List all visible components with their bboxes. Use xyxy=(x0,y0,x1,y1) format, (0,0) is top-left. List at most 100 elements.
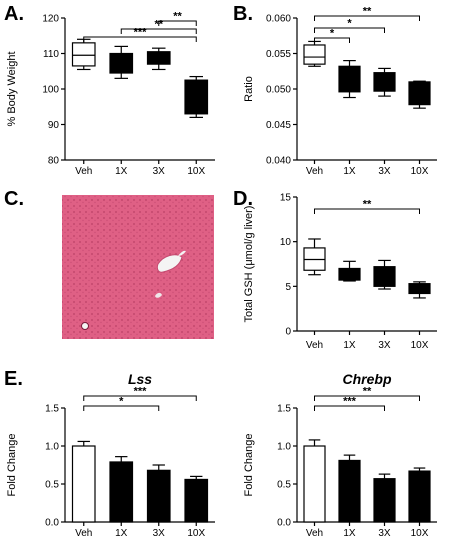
x-tick-label: 10X xyxy=(187,166,205,177)
significance-bracket xyxy=(158,20,197,26)
bar xyxy=(184,478,209,523)
y-tick-label: 1.5 xyxy=(45,404,59,415)
y-tick-label: 0.050 xyxy=(266,85,291,96)
panel-label-b: B. xyxy=(233,3,253,25)
y-axis-label: Total GSH (μmol/g liver) xyxy=(243,206,255,323)
y-tick-label: 120 xyxy=(42,14,59,25)
x-tick-label: 1X xyxy=(115,528,128,539)
significance-bracket xyxy=(314,395,420,401)
significance-bracket xyxy=(83,405,160,411)
y-tick-label: 5 xyxy=(285,282,291,293)
x-tick-label: 1X xyxy=(343,166,356,177)
x-tick-label: Veh xyxy=(306,340,323,351)
y-tick-label: 0.045 xyxy=(266,120,291,131)
x-tick-label: Veh xyxy=(306,528,323,539)
box xyxy=(303,44,326,65)
significance-label: *** xyxy=(134,386,148,398)
box xyxy=(408,81,431,106)
x-tick-label: 10X xyxy=(411,166,429,177)
significance-label: *** xyxy=(343,396,357,408)
panel-label-d: D. xyxy=(233,188,253,210)
significance-label: ** xyxy=(363,386,372,398)
significance-bracket xyxy=(314,208,420,214)
x-tick-label: 3X xyxy=(153,528,166,539)
y-tick-label: 1.0 xyxy=(45,442,59,453)
significance-label: * xyxy=(119,396,124,408)
x-tick-label: 1X xyxy=(343,340,356,351)
x-tick-label: 10X xyxy=(411,528,429,539)
significance-label: ** xyxy=(363,6,372,18)
significance-bracket xyxy=(314,15,420,21)
box xyxy=(146,51,171,65)
x-tick-label: 1X xyxy=(343,528,356,539)
x-tick-label: Veh xyxy=(75,166,92,177)
bar xyxy=(408,470,431,523)
x-tick-label: Veh xyxy=(75,528,92,539)
x-tick-label: 3X xyxy=(153,166,166,177)
significance-label: * xyxy=(330,28,335,40)
x-tick-label: 3X xyxy=(378,340,391,351)
y-tick-label: 0.060 xyxy=(266,14,291,25)
significance-bracket xyxy=(120,28,197,34)
y-tick-label: 0.040 xyxy=(266,156,291,167)
y-tick-label: 0 xyxy=(285,327,291,338)
significance-bracket xyxy=(314,405,385,411)
y-axis-label: % Body Weight xyxy=(6,51,18,126)
significance-bracket xyxy=(83,395,197,401)
chart-title: Chrebp xyxy=(343,371,392,387)
x-tick-label: 1X xyxy=(115,166,128,177)
bar xyxy=(71,445,96,523)
chart-ratio: 0.040 0.045 0.050 0.055 0.060 Ratio Veh 1X 3X 10X… xyxy=(243,6,437,177)
y-axis-label: Ratio xyxy=(243,76,255,102)
y-tick-label: 0.055 xyxy=(266,49,291,60)
panel-label-c: C. xyxy=(4,188,24,210)
x-tick-label: 3X xyxy=(378,166,391,177)
chart-title: Lss xyxy=(128,371,152,387)
box xyxy=(184,79,209,115)
bar xyxy=(146,469,171,523)
bar xyxy=(109,461,134,523)
y-tick-label: 1.5 xyxy=(277,404,291,415)
y-axis-label: Fold Change xyxy=(6,434,18,497)
box xyxy=(408,283,431,295)
x-tick-label: 3X xyxy=(378,528,391,539)
bar xyxy=(373,478,396,523)
y-tick-label: 100 xyxy=(42,85,59,96)
y-tick-label: 80 xyxy=(48,156,60,167)
y-tick-label: 0.5 xyxy=(277,480,291,491)
significance-label: ** xyxy=(173,11,182,23)
significance-label: ** xyxy=(363,199,372,211)
y-tick-label: 110 xyxy=(43,49,59,60)
box xyxy=(338,267,361,281)
y-tick-label: 1.0 xyxy=(277,442,291,453)
y-tick-label: 10 xyxy=(280,237,292,248)
y-tick-label: 0.0 xyxy=(45,518,59,529)
significance-bracket xyxy=(83,36,197,42)
significance-label: * xyxy=(347,18,352,30)
y-axis-label: Fold Change xyxy=(243,434,255,497)
bar xyxy=(303,445,326,523)
box xyxy=(373,72,396,92)
significance-bracket xyxy=(314,37,350,43)
x-tick-label: Veh xyxy=(306,166,323,177)
y-tick-label: 0.5 xyxy=(45,480,59,491)
x-tick-label: 10X xyxy=(411,340,429,351)
panel-label-e: E. xyxy=(4,368,23,390)
liver-histology-image xyxy=(62,195,214,339)
chart-chrebp-fold-change: 0.0 0.5 1.0 1.5 Fold Change Chrebp Veh 1X 3X 10X *… xyxy=(243,371,437,539)
bar xyxy=(338,459,361,523)
chart-total-gsh: 0 5 10 15 Total GSH (μmol/g liver) Veh 1X 3X 10X… xyxy=(243,193,437,351)
y-tick-label: 15 xyxy=(280,193,292,204)
box xyxy=(338,65,361,93)
significance-label: *** xyxy=(134,27,148,39)
y-tick-label: 90 xyxy=(48,120,60,131)
panel-label-a: A. xyxy=(4,3,24,25)
box xyxy=(109,52,134,74)
x-tick-label: 10X xyxy=(187,528,205,539)
y-tick-label: 0.0 xyxy=(277,518,291,529)
significance-bracket xyxy=(314,27,385,33)
box xyxy=(71,42,96,67)
